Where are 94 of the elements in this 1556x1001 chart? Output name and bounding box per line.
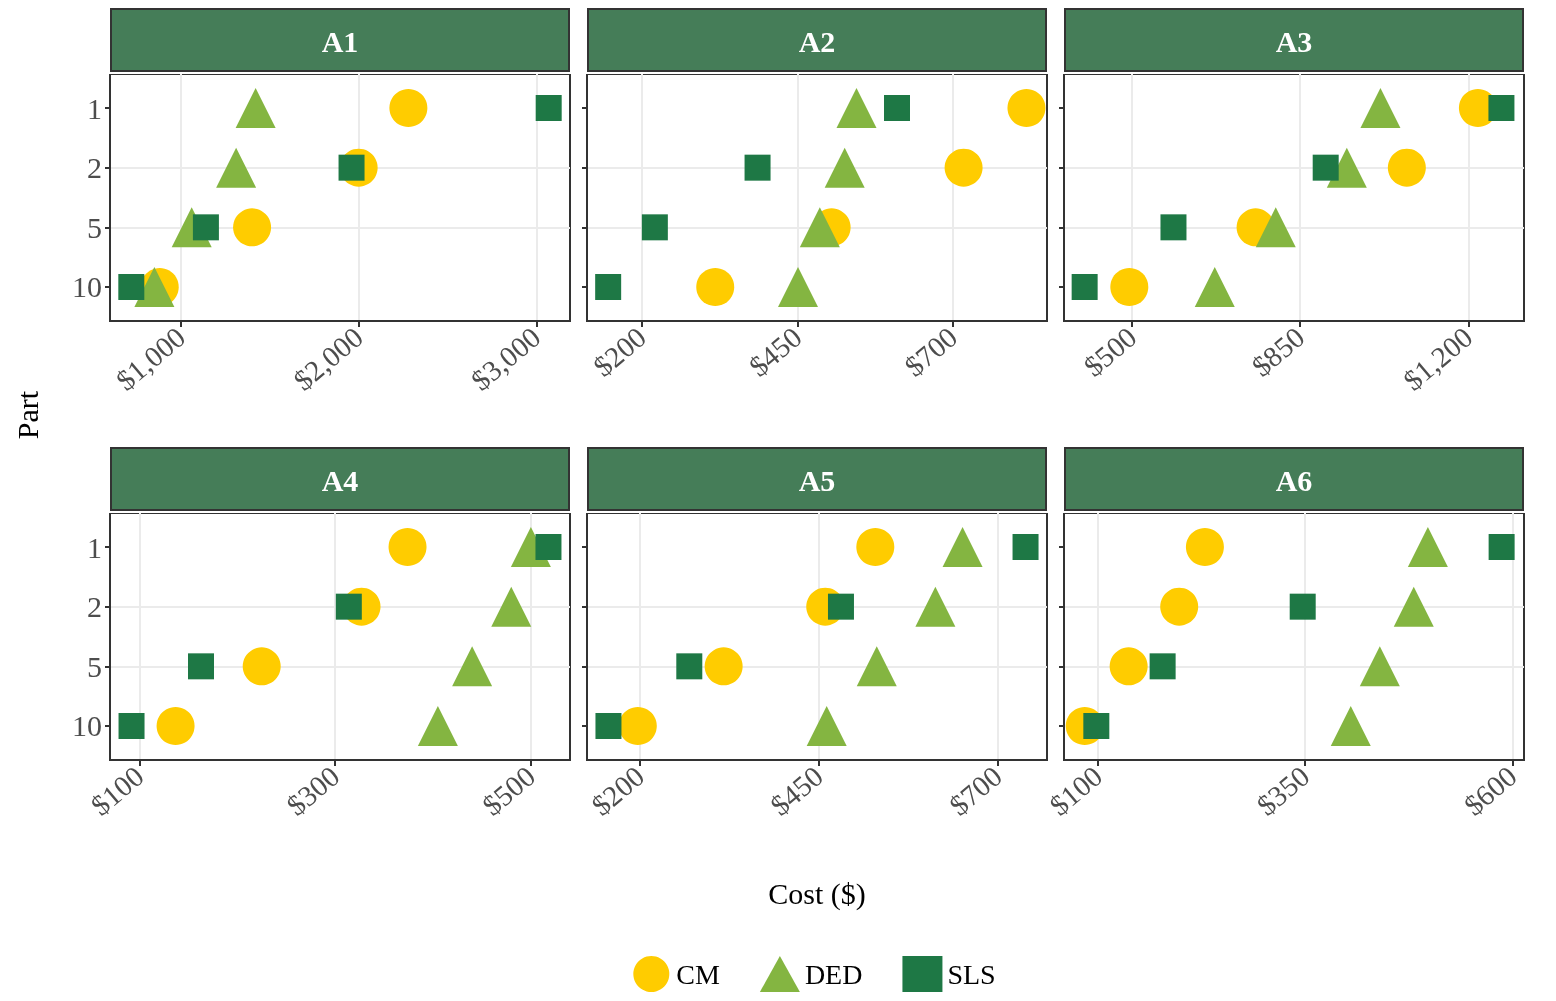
- x-tick-label: $700: [942, 759, 1008, 822]
- point: [1160, 214, 1187, 241]
- x-tick-label: $200: [587, 320, 653, 383]
- point: [1071, 273, 1098, 300]
- point: [744, 154, 771, 181]
- point: [944, 148, 983, 187]
- point: [1360, 88, 1401, 129]
- point: [452, 646, 493, 687]
- x-tick-label: $300: [280, 759, 346, 822]
- point: [856, 528, 895, 566]
- x-tick-label: $450: [742, 320, 808, 383]
- point: [856, 646, 897, 687]
- point: [827, 593, 854, 620]
- point: [118, 712, 145, 739]
- x-tick-label: $350: [1250, 759, 1316, 822]
- point: [696, 268, 735, 306]
- point: [1160, 587, 1199, 626]
- point: [535, 534, 562, 561]
- x-tick-label: $200: [585, 759, 651, 822]
- point: [233, 208, 272, 247]
- point: [1149, 653, 1176, 680]
- point: [156, 707, 195, 745]
- point: [417, 705, 458, 746]
- point: [1387, 148, 1426, 187]
- point: [1012, 534, 1039, 561]
- point: [1194, 266, 1235, 307]
- point: [641, 214, 668, 241]
- point: [778, 266, 819, 307]
- point: [1255, 207, 1296, 248]
- y-tick-label: 5: [87, 210, 102, 244]
- x-axis-title: Cost ($): [768, 876, 866, 911]
- y-tick-label: 10: [72, 709, 102, 743]
- point: [1326, 147, 1367, 188]
- point: [1289, 593, 1316, 620]
- x-tick-label: $500: [476, 759, 542, 822]
- point: [1407, 527, 1448, 568]
- y-tick-label: 10: [72, 270, 102, 304]
- point: [192, 214, 219, 241]
- chart-title: A2: [587, 8, 1047, 72]
- x-tick-label: $100: [1043, 759, 1109, 822]
- point: [188, 653, 215, 680]
- x-tick-label: $100: [84, 759, 150, 822]
- chart-title: A5: [587, 447, 1047, 511]
- point: [1110, 268, 1149, 306]
- y-tick-label: 1: [87, 91, 102, 125]
- point: [216, 147, 257, 188]
- point: [134, 266, 175, 307]
- point: [235, 88, 276, 129]
- point: [942, 527, 983, 568]
- chart-title: A3: [1064, 8, 1524, 72]
- point: [806, 705, 847, 746]
- x-tick-label: $700: [898, 320, 964, 383]
- point: [1007, 89, 1046, 127]
- chart-title: A4: [110, 447, 570, 511]
- point: [799, 207, 840, 248]
- point: [1109, 647, 1148, 686]
- y-tick-label: 2: [87, 151, 102, 185]
- chart-title: A6: [1064, 447, 1524, 511]
- point: [335, 593, 362, 620]
- point: [1083, 712, 1110, 739]
- y-tick-label: 1: [87, 530, 102, 564]
- legend-label: DED: [804, 958, 863, 990]
- point: [595, 273, 622, 300]
- point: [1185, 528, 1224, 566]
- point: [491, 586, 532, 627]
- point: [824, 147, 865, 188]
- point: [883, 95, 910, 122]
- point: [1330, 705, 1371, 746]
- legend-label: CM: [676, 958, 720, 990]
- point: [1393, 586, 1434, 627]
- point: [118, 273, 145, 300]
- point: [1312, 154, 1339, 181]
- point: [618, 707, 657, 745]
- point: [535, 95, 562, 122]
- point: [242, 647, 281, 686]
- legend-label: SLS: [947, 958, 996, 990]
- point: [388, 528, 427, 566]
- point: [1488, 534, 1515, 561]
- y-axis-title: Part: [11, 390, 46, 440]
- x-tick-label: $500: [1077, 320, 1143, 383]
- point: [389, 89, 428, 127]
- x-tick-label: $450: [764, 759, 830, 822]
- point: [704, 647, 743, 686]
- point: [1488, 95, 1515, 122]
- x-tick-label: $850: [1245, 320, 1311, 383]
- point: [676, 653, 703, 680]
- chart-title: A1: [110, 8, 570, 72]
- point: [836, 88, 877, 129]
- point: [915, 586, 956, 627]
- point: [1359, 646, 1400, 687]
- y-tick-label: 2: [87, 590, 102, 624]
- y-tick-label: 5: [87, 649, 102, 683]
- point: [595, 712, 622, 739]
- x-tick-label: $600: [1457, 759, 1523, 822]
